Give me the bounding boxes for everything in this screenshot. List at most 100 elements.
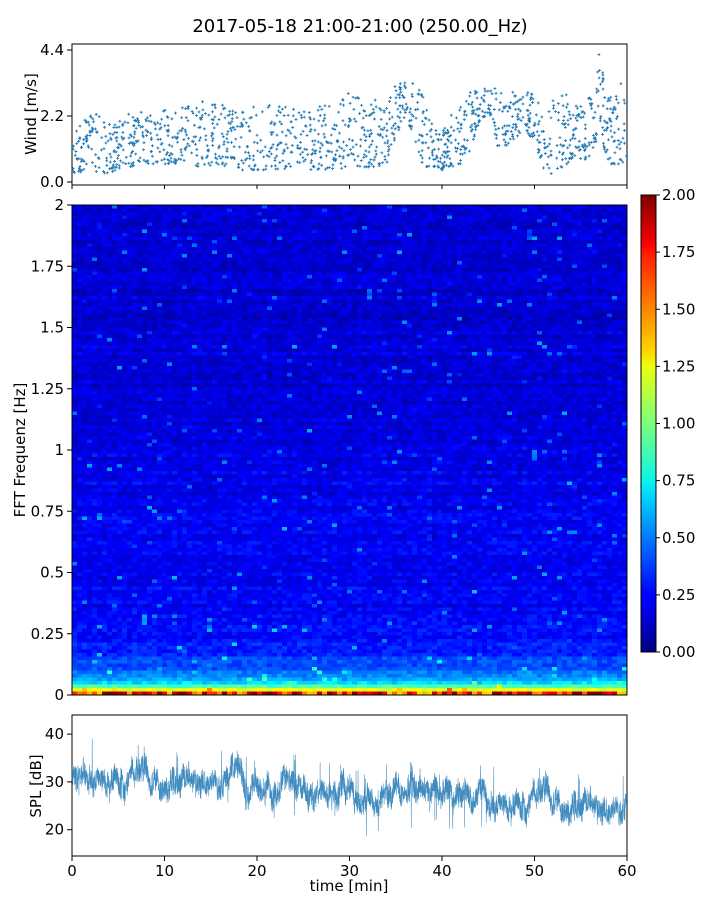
spectrogram-cell bbox=[222, 313, 228, 318]
wind-point bbox=[358, 112, 361, 115]
spectrogram-cell bbox=[337, 208, 343, 213]
spectrogram-cell bbox=[577, 205, 583, 209]
wind-point bbox=[212, 118, 215, 122]
spectrogram-cell bbox=[147, 264, 153, 269]
spectrogram-cell bbox=[317, 285, 323, 290]
spectrogram-cell bbox=[242, 306, 248, 311]
spectrogram-cell bbox=[427, 296, 433, 300]
spectrogram-cell bbox=[597, 278, 603, 283]
spectrogram-cell bbox=[132, 215, 138, 220]
spectrogram-cell bbox=[387, 222, 393, 227]
spectrogram-cell bbox=[352, 240, 358, 244]
spectrogram-cell bbox=[172, 278, 178, 283]
spectrogram-cell bbox=[77, 257, 83, 262]
spectrogram-cell bbox=[472, 250, 478, 255]
spectrogram-cell bbox=[202, 212, 208, 216]
spectrogram-cell bbox=[542, 299, 548, 304]
spectrogram-cell bbox=[612, 278, 618, 283]
spectrogram-cell bbox=[532, 292, 538, 297]
spectrogram-cell bbox=[562, 240, 568, 244]
spectrogram-cell bbox=[167, 261, 173, 265]
spectrogram-cell bbox=[202, 296, 208, 300]
spectrogram-cell bbox=[527, 271, 533, 276]
spectrogram-cell bbox=[332, 236, 338, 241]
spectrogram-cell bbox=[427, 226, 433, 230]
spectrogram-cell bbox=[232, 205, 238, 209]
spectrogram-cell bbox=[82, 254, 88, 258]
spectrogram-cell bbox=[127, 285, 133, 290]
spectrogram-cell bbox=[72, 306, 78, 311]
spectrogram-cell bbox=[167, 240, 173, 244]
spectrogram-cell bbox=[427, 254, 433, 258]
spectrogram-cell bbox=[482, 250, 488, 255]
spectrogram-cell bbox=[377, 268, 383, 272]
spectrogram-cell bbox=[382, 296, 388, 300]
spectrogram-cell bbox=[282, 257, 288, 262]
spectrogram-cell bbox=[297, 264, 303, 269]
spectrogram-cell bbox=[552, 261, 558, 265]
spectrogram-cell bbox=[92, 261, 98, 265]
spectrogram-cell bbox=[522, 222, 528, 227]
spectrogram-cell bbox=[167, 289, 173, 293]
spectrogram-cell bbox=[102, 264, 108, 269]
spectrogram-cell bbox=[222, 296, 228, 300]
spectrogram-cell bbox=[412, 229, 418, 234]
wind-point bbox=[536, 150, 540, 154]
spectrogram-cell bbox=[242, 299, 248, 304]
wind-point bbox=[302, 159, 306, 163]
spectrogram-cell bbox=[427, 271, 433, 276]
spectrogram-cell bbox=[132, 313, 138, 318]
spectrogram-cell bbox=[502, 257, 508, 262]
spectrogram-cell bbox=[347, 271, 353, 276]
spectrogram-cell bbox=[207, 268, 213, 272]
spectrogram-cell bbox=[407, 219, 413, 223]
spectrogram-cell bbox=[87, 212, 93, 216]
spectrogram-cell bbox=[257, 219, 263, 223]
spectrogram-cell bbox=[157, 303, 163, 307]
spectrogram-cell bbox=[112, 285, 118, 290]
spectrogram-cell bbox=[147, 296, 153, 300]
spectrogram-cell bbox=[372, 303, 378, 307]
spectrogram-cell bbox=[242, 212, 248, 216]
spectrogram-cell bbox=[122, 299, 128, 304]
spectrogram-cell bbox=[462, 222, 468, 227]
spectrogram-cell bbox=[577, 233, 583, 237]
wind-point bbox=[230, 120, 234, 123]
spectrogram-cell bbox=[132, 264, 138, 269]
spectrogram-cell bbox=[307, 268, 313, 272]
spectrogram-cell bbox=[337, 275, 343, 279]
spectrogram-cell bbox=[112, 226, 118, 230]
spectrogram-cell bbox=[392, 296, 398, 300]
spectrogram-cell bbox=[497, 289, 503, 293]
spectrogram-cell bbox=[577, 236, 583, 241]
spectrogram-cell bbox=[192, 282, 198, 286]
spectrogram-cell bbox=[292, 240, 298, 244]
spectrogram-cell bbox=[437, 236, 443, 241]
spectrogram-cell bbox=[367, 240, 373, 244]
spectrogram-cell bbox=[317, 310, 323, 314]
spectrogram-cell bbox=[442, 243, 448, 248]
spectrogram-cell bbox=[267, 299, 273, 304]
spectrogram-cell bbox=[547, 289, 553, 293]
spectrogram-cell bbox=[452, 205, 458, 209]
wind-point bbox=[248, 154, 252, 158]
spectrogram-cell bbox=[217, 226, 223, 230]
wind-point bbox=[561, 158, 564, 162]
spectrogram-cell bbox=[242, 250, 248, 255]
spectrogram-cell bbox=[572, 208, 578, 213]
spectrogram-cell bbox=[572, 254, 578, 258]
spectrogram-cell bbox=[407, 240, 413, 244]
spectrogram-cell bbox=[137, 219, 143, 223]
spectrogram-cell bbox=[477, 215, 483, 220]
spectrogram-cell bbox=[417, 278, 423, 283]
spectrogram-cell bbox=[87, 317, 93, 321]
spectrogram-cell bbox=[192, 254, 198, 258]
spectrogram-cell bbox=[532, 215, 538, 220]
spectrogram-cell bbox=[327, 268, 333, 272]
spectrogram-cell bbox=[572, 292, 578, 297]
spectrogram-cell bbox=[377, 271, 383, 276]
spectrogram-cell bbox=[462, 236, 468, 241]
spectrogram-cell bbox=[262, 233, 268, 237]
spectrogram-cell bbox=[112, 229, 118, 234]
spectrogram-cell bbox=[257, 313, 263, 318]
